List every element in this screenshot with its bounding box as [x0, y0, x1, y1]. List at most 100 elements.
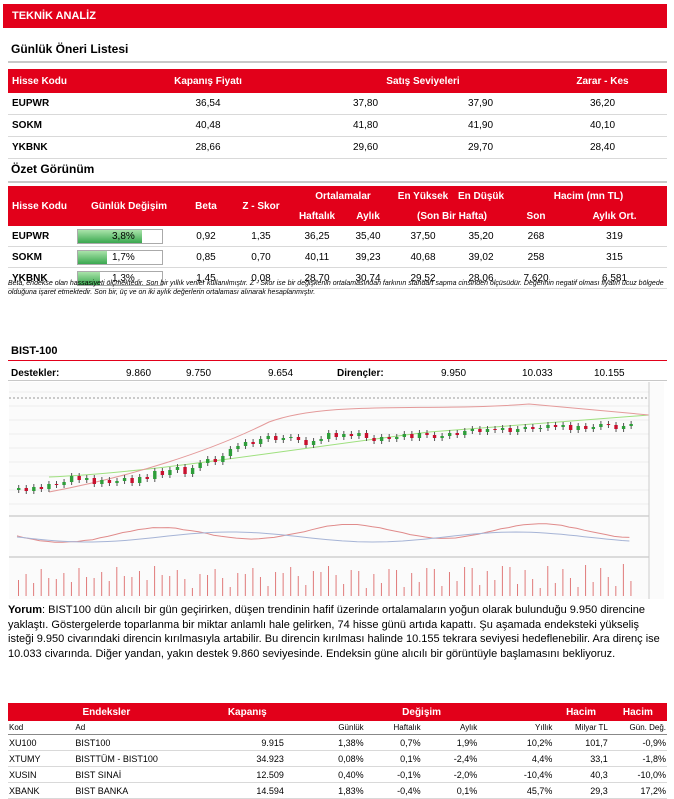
resistance-level: 10.155 — [594, 368, 625, 379]
index-name: BISTTÜM - BIST100 — [74, 750, 205, 767]
volume: 40,3 — [553, 766, 609, 783]
candle — [395, 437, 399, 439]
candle — [296, 437, 301, 440]
volume-bar — [320, 572, 322, 596]
candle — [62, 482, 66, 485]
volume-bar — [207, 575, 209, 596]
stock-code: EUPWR — [8, 226, 76, 247]
change-bar-cell: 3,8% — [76, 226, 182, 247]
volume-bar — [494, 580, 496, 596]
volume-bar — [18, 580, 19, 596]
volume-bar — [350, 570, 352, 596]
oscillator-signal — [16, 531, 630, 543]
col-header: (Son Bir Hafta) — [394, 206, 510, 226]
support-level: 9.750 — [186, 368, 212, 379]
volume-bar — [380, 583, 382, 596]
volume-bar — [297, 576, 299, 596]
col-subheader — [204, 721, 290, 735]
daily-change: 0,40% — [289, 766, 365, 783]
candle — [440, 436, 444, 438]
table-row: XU100 BIST100 9.915 1,38% 0,7% 1,9% 10,2% 101,7… — [8, 734, 667, 751]
candle — [379, 437, 384, 441]
volume-bar — [40, 569, 42, 596]
candle — [553, 425, 558, 427]
volume-bar — [418, 582, 420, 596]
yearly-change: 10,2% — [478, 734, 554, 751]
change-bar-cell: 1,3% — [76, 267, 182, 289]
volume-bar — [592, 582, 594, 596]
sell-level: 29,60 — [308, 136, 423, 159]
candle — [266, 436, 270, 439]
z-score: 0,70 — [230, 246, 292, 268]
close-price: 40,48 — [108, 114, 308, 137]
support-level: 9.654 — [268, 368, 294, 379]
close-price: 28,66 — [108, 136, 308, 159]
weekly-change: 0,7% — [364, 734, 422, 751]
section-title: TEKNİK ANALİZ — [12, 10, 96, 22]
candle — [47, 484, 51, 489]
volume-bar — [517, 584, 519, 596]
volume-bar — [486, 571, 488, 596]
col-header: En Yüksek — [394, 186, 452, 206]
volume-bar — [479, 585, 481, 596]
candle — [304, 440, 308, 445]
candle — [478, 429, 482, 432]
daily-change: 1,38% — [289, 734, 365, 751]
stock-code: SOKM — [8, 114, 108, 137]
comment-text: : BIST100 dün alıcılı bir gün geçirirken… — [8, 604, 660, 660]
bist100-chart — [9, 382, 664, 599]
candle — [206, 459, 210, 463]
volume-bar — [146, 580, 148, 596]
col-subheader: Milyar TL — [553, 721, 609, 735]
volume-bar — [585, 565, 587, 596]
candles — [17, 421, 633, 494]
bist-title: BIST-100 — [11, 345, 58, 357]
volume-bar — [222, 578, 224, 596]
volume-bar — [433, 569, 435, 596]
table-row: YKBNK 28,66 29,60 29,70 28,40 — [8, 136, 667, 159]
divider — [8, 181, 667, 183]
candle — [432, 435, 437, 438]
candle — [599, 424, 603, 427]
col-subheader: Kod — [8, 721, 75, 735]
col-header: En Düşük — [452, 186, 510, 206]
volume-bar — [244, 574, 246, 596]
stock-code: SOKM — [8, 246, 76, 268]
candle — [500, 428, 505, 430]
candle — [546, 425, 550, 428]
z-score: 0,08 — [230, 267, 292, 289]
sell-level: 29,70 — [423, 136, 538, 159]
volume-bar — [305, 585, 307, 596]
stock-code: YKBNK — [8, 267, 76, 289]
candle — [561, 425, 565, 427]
volume-bar — [169, 576, 171, 596]
volume-bar — [282, 573, 284, 596]
col-header: Kapanış Fiyatı — [108, 69, 308, 93]
volume-bar — [509, 567, 511, 596]
volume-bar — [607, 577, 609, 596]
candle — [100, 480, 104, 484]
beta-value: 1,45 — [182, 267, 230, 289]
table-row: YKBNK 1,3% 1,45 0,08 28,70 30,74 29,52 2… — [8, 267, 667, 289]
daily-change: 0,08% — [289, 750, 365, 767]
stock-code: YKBNK — [8, 136, 108, 159]
index-code: XU100 — [8, 734, 75, 751]
candle — [342, 434, 346, 437]
candle — [289, 437, 293, 438]
week-high: 37,50 — [394, 226, 452, 247]
support-level: 9.860 — [126, 368, 152, 379]
volume-bar — [48, 578, 50, 596]
volume-avg: 6.581 — [562, 267, 667, 289]
candle — [160, 471, 165, 475]
yearly-change: -10,4% — [478, 766, 554, 783]
candle — [24, 488, 28, 491]
col-header: Hacim (mn TL) — [510, 186, 667, 206]
candle — [629, 424, 633, 426]
volume-bar — [411, 573, 413, 596]
weekly-change: -0,1% — [364, 766, 422, 783]
divider — [8, 61, 667, 63]
change-value: 1,7% — [112, 251, 135, 263]
table-row: SOKM 1,7% 0,85 0,70 40,11 39,23 40,68 39… — [8, 246, 667, 268]
daily-list-title: Günlük Öneri Listesi — [11, 42, 129, 56]
candle — [17, 488, 21, 490]
